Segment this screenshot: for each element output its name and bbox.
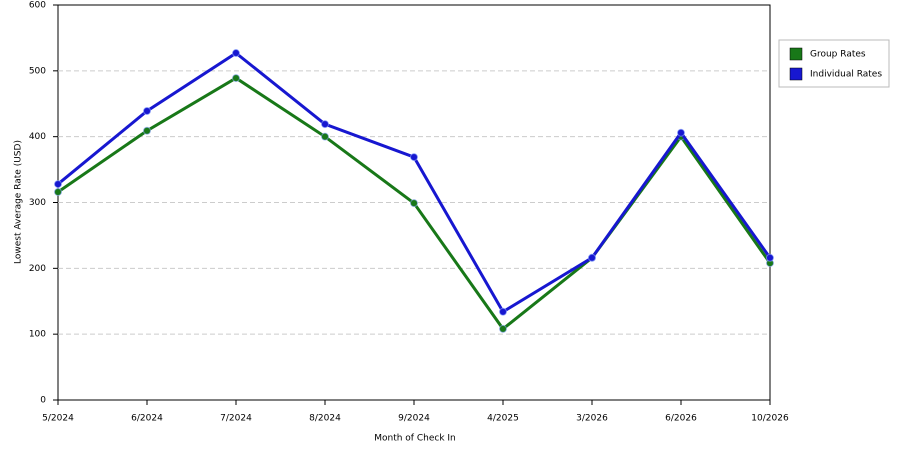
x-axis-label: Month of Check In <box>374 434 456 444</box>
y-tick-label: 200 <box>29 264 46 274</box>
x-tick-label: 5/2024 <box>42 414 74 424</box>
data-point <box>588 253 596 262</box>
data-point <box>766 253 774 262</box>
data-point <box>232 74 240 83</box>
y-tick-label: 500 <box>29 66 46 76</box>
x-tick-label: 4/2025 <box>487 414 519 424</box>
legend-swatch <box>789 67 803 81</box>
legend-label: Individual Rates <box>810 70 882 80</box>
y-axis-label: Lowest Average Rate (USD) <box>14 140 24 264</box>
y-tick-label: 400 <box>29 132 46 142</box>
data-point <box>143 126 151 135</box>
data-point <box>677 128 685 137</box>
x-tick-label: 9/2024 <box>398 414 430 424</box>
data-point <box>499 307 507 316</box>
data-point <box>143 106 151 115</box>
x-tick-label: 6/2024 <box>131 414 163 424</box>
y-tick-label: 100 <box>29 330 46 340</box>
data-point <box>410 199 418 208</box>
data-point <box>54 180 62 189</box>
y-tick-label: 300 <box>29 198 46 208</box>
x-tick-label: 8/2024 <box>309 414 341 424</box>
data-point <box>321 120 329 129</box>
legend-label: Group Rates <box>810 50 866 60</box>
data-point <box>54 187 62 196</box>
y-tick-label: 600 <box>29 1 46 11</box>
data-point <box>410 153 418 162</box>
data-point <box>232 49 240 58</box>
x-tick-label: 3/2026 <box>576 414 608 424</box>
data-point <box>321 132 329 141</box>
x-tick-label: 6/2026 <box>665 414 697 424</box>
data-point <box>499 324 507 333</box>
x-tick-label: 7/2024 <box>220 414 252 424</box>
y-tick-label: 0 <box>40 396 46 406</box>
legend-swatch <box>789 47 803 61</box>
x-tick-label: 10/2026 <box>751 414 789 424</box>
